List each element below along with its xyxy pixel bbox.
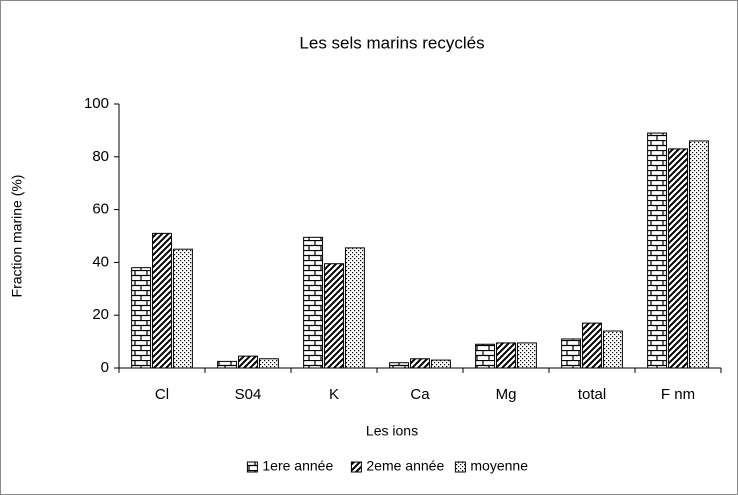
bar xyxy=(688,140,709,369)
y-tick-label: 100 xyxy=(84,95,109,112)
legend-swatch xyxy=(350,461,362,473)
chart-title: Les sels marins recyclés xyxy=(299,33,484,52)
bar xyxy=(258,358,279,369)
bar xyxy=(324,263,344,369)
x-tick-label: total xyxy=(578,386,606,403)
y-tick-label: 80 xyxy=(92,148,109,165)
bar xyxy=(602,330,623,369)
bar xyxy=(516,342,537,369)
legend-swatch xyxy=(246,461,258,473)
bar xyxy=(647,132,668,369)
bar xyxy=(475,343,496,369)
y-tick-label: 60 xyxy=(92,201,109,218)
y-axis-label: Fraction marine (%) xyxy=(9,175,25,298)
bar xyxy=(496,342,516,369)
y-tick-label: 0 xyxy=(101,359,109,376)
x-tick-label: Mg xyxy=(496,386,517,403)
bar xyxy=(172,248,193,369)
bar xyxy=(410,358,430,369)
bar xyxy=(668,148,688,369)
bar xyxy=(430,359,451,369)
legend-swatch xyxy=(454,461,466,473)
x-tick-label: Cl xyxy=(155,386,169,403)
x-tick-label: F nm xyxy=(661,386,695,403)
bar xyxy=(561,338,582,369)
legend-label: 2eme année xyxy=(366,458,444,474)
bar xyxy=(131,267,152,369)
bar xyxy=(217,360,238,369)
bar xyxy=(238,355,258,369)
x-tick-label: S04 xyxy=(235,386,262,403)
legend-label: moyenne xyxy=(470,458,528,474)
x-tick-label: K xyxy=(329,386,339,403)
bar xyxy=(582,322,602,369)
bar xyxy=(152,232,172,369)
y-tick-label: 40 xyxy=(92,253,109,270)
bar xyxy=(389,362,410,369)
y-tick-label: 20 xyxy=(92,306,109,323)
x-tick-label: Ca xyxy=(410,386,430,403)
bar xyxy=(303,236,324,369)
bar xyxy=(344,247,365,369)
legend-label: 1ere année xyxy=(262,458,333,474)
x-axis-label: Les ions xyxy=(366,423,418,439)
